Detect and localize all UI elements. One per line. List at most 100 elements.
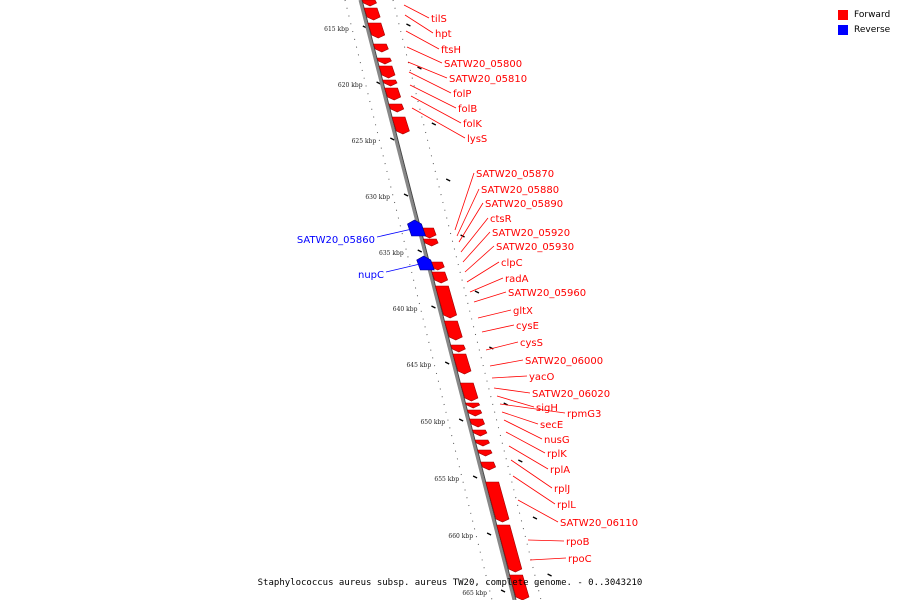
forward-gene-label[interactable]: rplL — [557, 500, 576, 511]
leader-line — [462, 231, 491, 263]
leader-line — [407, 61, 448, 79]
leader-line — [464, 245, 495, 273]
forward-gene-block[interactable] — [382, 79, 398, 87]
forward-gene-label[interactable]: SATW20_05810 — [449, 74, 527, 85]
forward-gene-block[interactable] — [363, 7, 381, 21]
legend-forward: Forward — [838, 9, 900, 23]
forward-gene-label[interactable]: sigH — [536, 403, 558, 414]
forward-gene-label[interactable]: radA — [505, 274, 529, 285]
forward-gene-label[interactable]: SATW20_05890 — [485, 199, 563, 210]
gene-blocks — [361, 0, 530, 600]
leader-line — [405, 30, 440, 50]
leader-line — [485, 341, 519, 351]
forward-gene-block[interactable] — [471, 429, 488, 437]
legend-reverse-label: Reverse — [854, 25, 891, 35]
forward-gene-label[interactable]: rplA — [550, 465, 570, 476]
forward-gene-label[interactable]: folP — [453, 89, 471, 100]
gene-labels: tilS hpt ftsH SATW20_05800 SATW20_05810 folP f… — [297, 14, 638, 565]
forward-gene-block[interactable] — [443, 320, 463, 341]
forward-gene-label[interactable]: SATW20_05920 — [492, 228, 570, 239]
forward-gene-block[interactable] — [367, 22, 386, 39]
leader-line — [499, 403, 566, 414]
tick-label: 640 kbp — [393, 306, 418, 313]
forward-gene-label[interactable]: nusG — [544, 435, 570, 446]
forward-gene-label[interactable]: rplJ — [554, 484, 570, 495]
forward-gene-block[interactable] — [474, 439, 490, 447]
forward-gene-block[interactable] — [391, 116, 410, 135]
forward-gene-block[interactable] — [469, 418, 485, 428]
forward-gene-block[interactable] — [496, 524, 523, 573]
forward-gene-block[interactable] — [480, 461, 497, 471]
forward-gene-block[interactable] — [466, 409, 483, 417]
forward-gene-label[interactable]: SATW20_05800 — [444, 59, 522, 70]
forward-gene-label[interactable]: clpC — [501, 258, 523, 269]
minor-tick-mark — [518, 459, 523, 463]
minor-tick-mark — [532, 516, 538, 520]
reverse-gene-block[interactable] — [416, 255, 435, 271]
forward-gene-label[interactable]: secE — [540, 420, 563, 431]
forward-gene-block[interactable] — [485, 481, 510, 523]
leader-line — [508, 445, 549, 470]
forward-gene-block[interactable] — [450, 344, 466, 353]
forward-gene-block[interactable] — [376, 57, 392, 65]
forward-gene-block[interactable] — [372, 43, 389, 53]
tick-label: 625 kbp — [352, 138, 377, 145]
forward-gene-label[interactable]: SATW20_06110 — [560, 518, 638, 529]
forward-gene-block[interactable] — [452, 353, 472, 375]
tick-label: 615 kbp — [324, 26, 349, 33]
forward-gene-label[interactable]: folB — [458, 104, 477, 115]
forward-gene-block[interactable] — [477, 449, 493, 457]
minor-tick-mark — [417, 66, 422, 70]
forward-gene-label[interactable]: hpt — [435, 29, 452, 40]
forward-gene-block[interactable] — [509, 574, 530, 600]
forward-gene-label[interactable]: folK — [463, 119, 482, 130]
forward-gene-label[interactable]: tilS — [431, 14, 447, 25]
forward-gene-block[interactable] — [435, 285, 457, 319]
forward-gene-label[interactable]: cysS — [520, 338, 543, 349]
forward-gene-label[interactable]: rpmG3 — [567, 409, 601, 420]
forward-gene-label[interactable]: SATW20_05960 — [508, 288, 586, 299]
leader-line — [473, 291, 507, 303]
reverse-gene-label[interactable]: SATW20_05860 — [297, 235, 375, 246]
leader-line — [454, 172, 475, 231]
forward-gene-block[interactable] — [388, 103, 405, 113]
forward-gene-block[interactable] — [459, 382, 479, 402]
tick-label: 635 kbp — [379, 250, 404, 257]
leader-line — [460, 217, 489, 253]
forward-gene-label[interactable]: rpoB — [566, 537, 590, 548]
leader-line — [410, 95, 462, 124]
forward-gene-label[interactable]: rplK — [547, 449, 567, 460]
forward-swatch — [838, 10, 848, 20]
forward-gene-label[interactable]: yacO — [529, 372, 555, 383]
forward-gene-label[interactable]: rpoC — [568, 554, 592, 565]
forward-gene-block[interactable] — [378, 65, 396, 79]
forward-gene-block[interactable] — [361, 0, 377, 7]
forward-gene-label[interactable]: SATW20_06020 — [532, 389, 610, 400]
forward-gene-label[interactable]: gltX — [513, 306, 533, 317]
forward-gene-block[interactable] — [422, 238, 439, 247]
tick-mark — [444, 361, 450, 365]
forward-gene-label[interactable]: ctsR — [490, 214, 512, 225]
reverse-gene-block[interactable] — [407, 219, 426, 237]
label-leaders — [376, 4, 567, 561]
tick-mark — [403, 193, 409, 197]
leader-line — [403, 4, 430, 19]
forward-gene-label[interactable]: SATW20_05870 — [476, 169, 554, 180]
forward-gene-label[interactable]: lysS — [467, 134, 487, 145]
reverse-gene-label[interactable]: nupC — [358, 270, 384, 281]
forward-gene-label[interactable]: SATW20_06000 — [525, 356, 603, 367]
forward-gene-label[interactable]: cysE — [516, 321, 539, 332]
forward-gene-block[interactable] — [464, 402, 481, 409]
tick-label: 630 kbp — [365, 194, 390, 201]
leader-line — [456, 188, 480, 237]
forward-gene-label[interactable]: SATW20_05930 — [496, 242, 574, 253]
tick-mark — [376, 81, 381, 85]
forward-gene-block[interactable] — [431, 271, 449, 284]
forward-gene-label[interactable]: SATW20_05880 — [481, 185, 559, 196]
forward-gene-label[interactable]: ftsH — [441, 45, 461, 56]
leader-line — [493, 387, 531, 394]
forward-gene-block[interactable] — [384, 87, 402, 101]
leader-line — [527, 539, 565, 542]
ruler-ticks: 615 kbp 620 kbp 625 kbp 630 kbp 635 kbp 640 k… — [324, 23, 552, 597]
